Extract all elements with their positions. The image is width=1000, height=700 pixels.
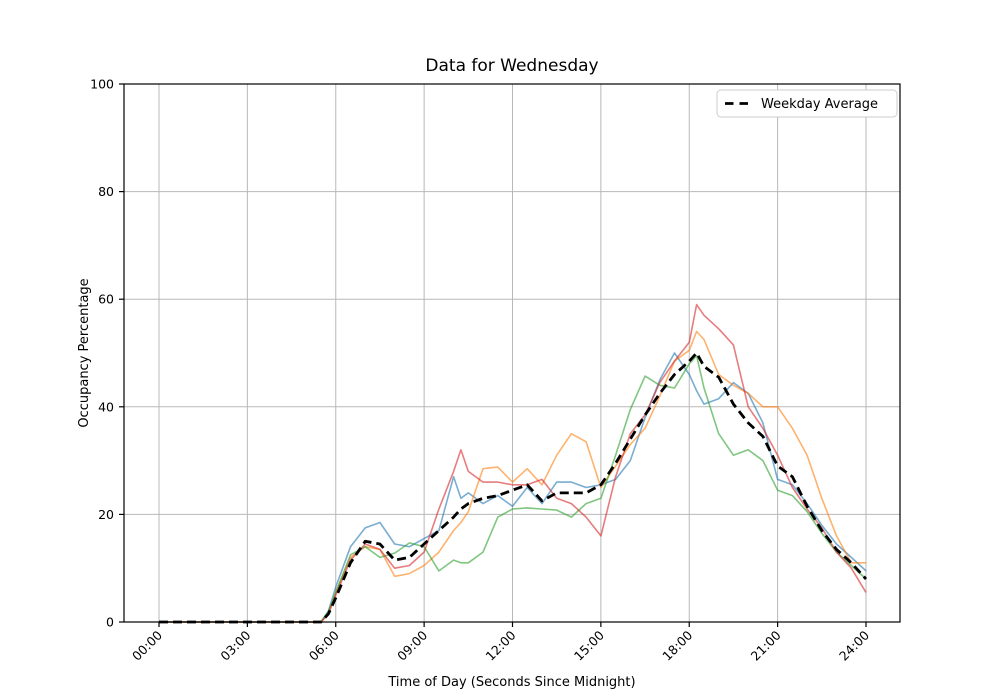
tick-layer: 00:00 03:00 06:00 09:00 12:00 15:00 18:00 21:00…: [90, 77, 872, 664]
y-tick-label: 100: [90, 77, 114, 92]
x-tick-label: 21:00: [748, 627, 784, 663]
x-tick-label: 03:00: [217, 627, 253, 663]
legend: Weekday Average: [716, 89, 898, 118]
x-tick-label: 00:00: [129, 627, 165, 663]
legend-box: [716, 89, 898, 118]
x-tick-label: 06:00: [306, 627, 342, 663]
x-axis-label: Time of Day (Seconds Since Midnight): [387, 675, 635, 690]
series-line-Weekday Average: [159, 351, 868, 624]
y-tick-label: 60: [98, 292, 114, 307]
y-tick-label: 0: [106, 615, 114, 630]
legend-label: Weekday Average: [761, 97, 878, 112]
x-tick-label: 12:00: [483, 627, 519, 663]
x-tick-label: 09:00: [394, 627, 430, 663]
x-tick-label: 24:00: [836, 627, 872, 663]
chart-title: Data for Wednesday: [425, 56, 598, 76]
grid-layer: [124, 83, 900, 623]
y-tick-label: 80: [98, 184, 114, 199]
y-tick-label: 20: [98, 507, 114, 522]
y-axis-label: Occupancy Percentage: [77, 278, 92, 427]
y-tick-label: 40: [98, 399, 114, 414]
x-tick-label: 18:00: [659, 627, 695, 663]
x-tick-label: 15:00: [571, 627, 607, 663]
